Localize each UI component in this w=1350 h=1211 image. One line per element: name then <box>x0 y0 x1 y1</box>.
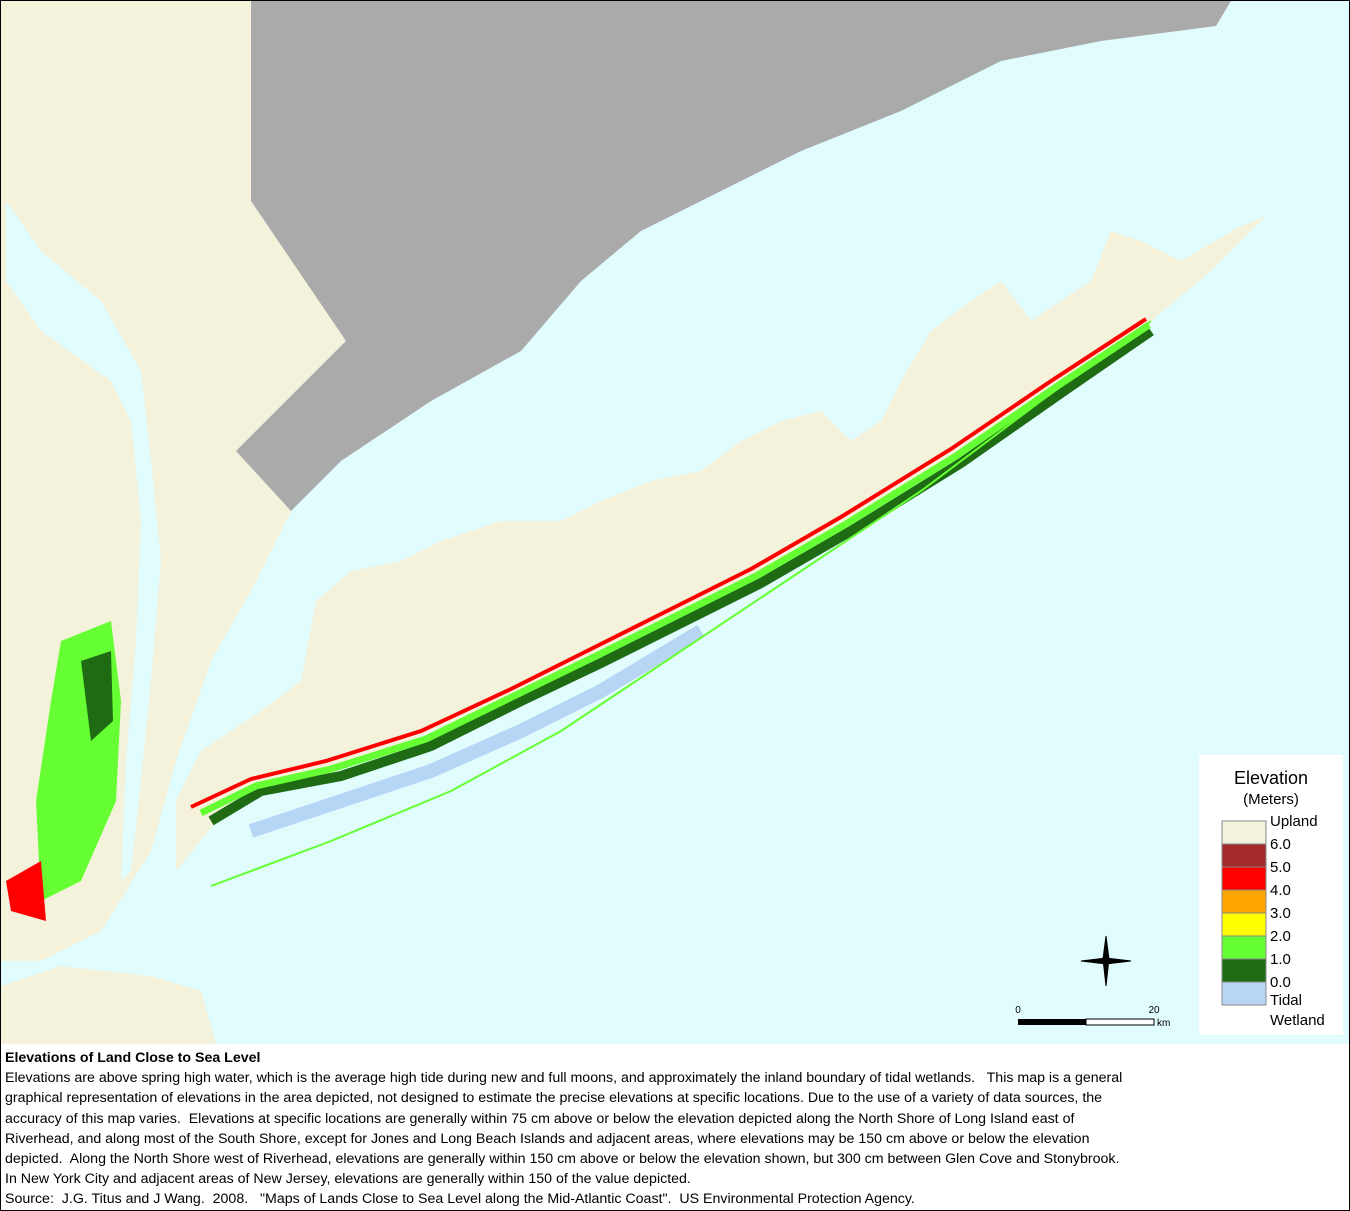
legend-title: Elevation <box>1234 768 1308 788</box>
scale-bar <box>1018 1019 1086 1025</box>
wetland-area <box>6 861 46 921</box>
legend-label: Wetland <box>1270 1012 1325 1029</box>
legend-swatch <box>1221 912 1267 937</box>
elevation-fringe <box>190 317 1148 809</box>
scale-unit: km <box>1157 1018 1170 1029</box>
legend-swatch <box>1221 843 1267 868</box>
compass <box>1080 935 1132 987</box>
legend-label: 1.0 <box>1270 951 1291 968</box>
caption-line: graphical representation of elevations i… <box>5 1090 1103 1107</box>
connecticut <box>236 1 1231 511</box>
barrier-island <box>210 320 1152 887</box>
legend-subtitle: (Meters) <box>1243 791 1299 808</box>
scale-bar <box>1085 1018 1155 1026</box>
legend-label: 5.0 <box>1270 859 1291 876</box>
caption-line: Elevations are above spring high water, … <box>5 1070 1123 1087</box>
caption-source: Source: J.G. Titus and J Wang. 2008. "Ma… <box>5 1191 915 1208</box>
south-land <box>1 966 216 1044</box>
long-island <box>176 216 1266 871</box>
legend-label: 2.0 <box>1270 928 1291 945</box>
caption-title: Elevations of Land Close to Sea Level <box>5 1050 261 1066</box>
map: 0 20 km Elevation (Meters) Upland 6.0 5.0 4… <box>1 1 1349 1044</box>
tidal-wetland <box>248 624 705 838</box>
scale-label: 20 <box>1148 1005 1160 1016</box>
scale-label: 0 <box>1015 1005 1021 1016</box>
elevation-fringe <box>199 322 1151 817</box>
legend-swatch <box>1221 981 1267 1006</box>
legend-swatch <box>1221 889 1267 914</box>
legend-label: Tidal <box>1270 992 1302 1009</box>
legend-swatch <box>1221 958 1267 983</box>
legend-label: 4.0 <box>1270 882 1291 899</box>
elevation-fringe <box>208 326 1154 826</box>
caption: Elevations of Land Close to Sea Level Ele… <box>5 1048 1345 1210</box>
legend-label: 3.0 <box>1270 905 1291 922</box>
legend-swatch <box>1221 820 1267 845</box>
caption-line: depicted. Along the North Shore west of … <box>5 1151 1120 1168</box>
wetland-area <box>81 651 113 741</box>
legend: Elevation (Meters) Upland 6.0 5.0 4.0 3.0 2.0… <box>1199 755 1343 1035</box>
caption-line: Riverhead, and along most of the South S… <box>5 1130 1090 1147</box>
caption-line: In New York City and adjacent areas of N… <box>5 1171 691 1188</box>
legend-label: Upland <box>1270 813 1318 830</box>
legend-swatch <box>1221 935 1267 960</box>
river <box>6 201 161 881</box>
legend-swatch <box>1221 866 1267 891</box>
caption-line: accuracy of this map varies. Elevations … <box>5 1110 1075 1127</box>
legend-label: 0.0 <box>1270 974 1291 991</box>
legend-label: 6.0 <box>1270 836 1291 853</box>
